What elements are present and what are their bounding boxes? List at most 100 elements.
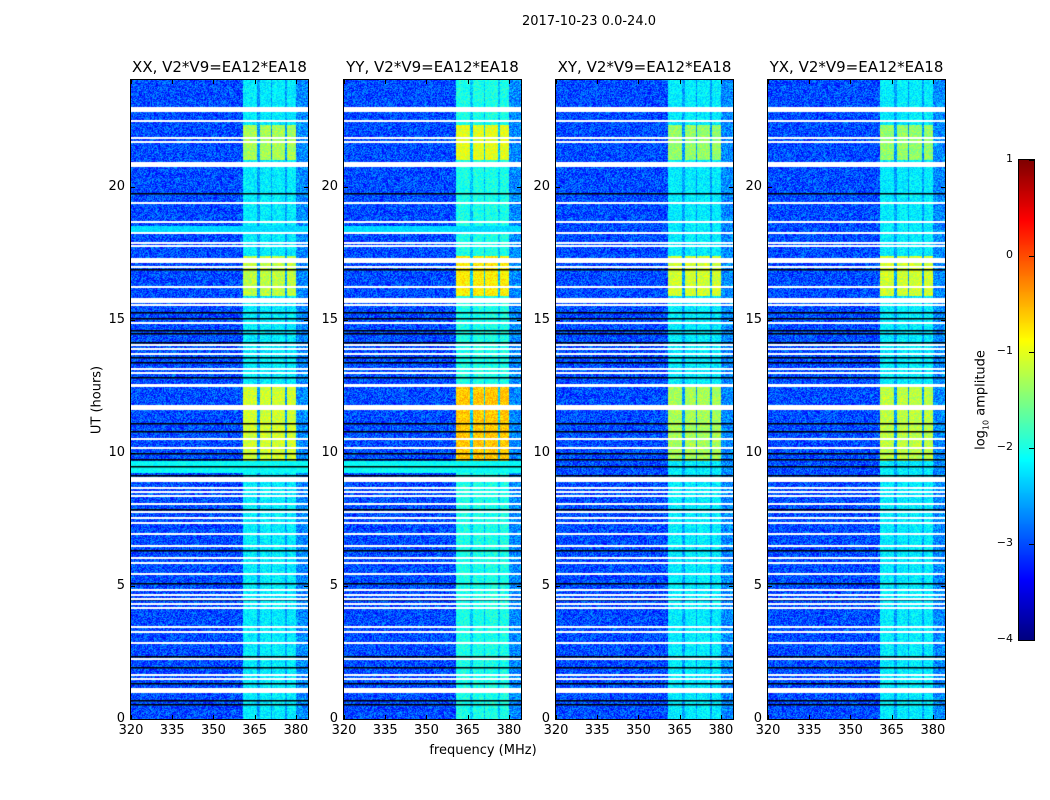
y-tick	[517, 319, 521, 321]
heatmap-image	[131, 80, 308, 719]
x-tick	[295, 80, 297, 84]
y-tick	[768, 719, 772, 720]
x-tick-label: 380	[283, 723, 309, 738]
y-tick	[517, 585, 521, 587]
x-tick	[768, 715, 769, 719]
x-tick	[720, 715, 722, 719]
y-tick-label: 15	[533, 311, 550, 327]
colorbar-tick	[1029, 256, 1034, 257]
colorbar-tick-label: −2	[996, 440, 1013, 453]
y-tick-label: 10	[108, 444, 125, 460]
y-tick-label: 0	[541, 711, 550, 726]
y-tick-label: 5	[329, 577, 338, 593]
y-tick	[131, 719, 135, 720]
y-tick	[768, 585, 772, 587]
x-tick	[932, 80, 934, 84]
y-tick-label: 20	[108, 178, 125, 194]
y-tick-label: 15	[745, 311, 762, 327]
y-tick	[556, 585, 560, 587]
y-tick	[941, 452, 945, 454]
x-tick	[638, 715, 640, 719]
colorbar-tick	[1029, 544, 1034, 545]
x-tick	[131, 80, 132, 84]
x-tick-label: 320	[331, 723, 357, 738]
panel-title: XY, V2*V9=EA12*EA18	[557, 58, 732, 76]
x-tick	[295, 715, 297, 719]
x-tick-label: 365	[242, 723, 268, 738]
colorbar-tick-label: 1	[1006, 152, 1013, 165]
x-tick	[254, 80, 256, 84]
y-tick	[517, 452, 521, 454]
y-tick	[556, 319, 560, 321]
x-tick-label: 335	[159, 723, 185, 738]
y-tick	[517, 186, 521, 188]
y-tick	[729, 186, 733, 188]
y-tick	[304, 452, 308, 454]
y-tick-label: 10	[745, 444, 762, 460]
heatmap-panel	[555, 79, 734, 720]
x-tick-label: 365	[879, 723, 905, 738]
y-tick	[768, 186, 772, 188]
x-tick	[508, 80, 510, 84]
y-tick	[304, 719, 308, 720]
x-tick-label: 350	[838, 723, 863, 738]
x-tick	[213, 715, 215, 719]
x-tick	[720, 80, 722, 84]
y-tick	[344, 186, 348, 188]
x-tick	[172, 80, 174, 84]
colorbar-tick	[1029, 352, 1034, 353]
colorbar-tick-label: 0	[1006, 248, 1013, 261]
y-tick-label: 20	[321, 178, 338, 194]
y-tick-label: 5	[541, 577, 550, 593]
x-tick-label: 335	[584, 723, 610, 738]
y-tick	[768, 452, 772, 454]
y-tick	[131, 452, 135, 454]
x-tick	[638, 80, 640, 84]
x-tick-label: 380	[708, 723, 734, 738]
x-tick	[344, 80, 345, 84]
y-tick	[304, 319, 308, 321]
y-tick	[344, 719, 348, 720]
y-tick-label: 5	[116, 577, 125, 593]
x-tick	[809, 715, 811, 719]
heatmap-image	[768, 80, 945, 719]
y-tick-label: 0	[753, 711, 762, 726]
y-tick	[304, 585, 308, 587]
heatmap-panel	[767, 79, 946, 720]
x-tick	[809, 80, 811, 84]
y-tick	[941, 319, 945, 321]
x-tick-label: 380	[496, 723, 522, 738]
y-tick	[344, 319, 348, 321]
x-tick	[213, 80, 215, 84]
y-tick-label: 10	[533, 444, 550, 460]
heatmap-panel	[130, 79, 309, 720]
colorbar-tick	[1029, 448, 1034, 449]
y-tick	[729, 319, 733, 321]
x-tick	[768, 80, 769, 84]
x-tick	[508, 715, 510, 719]
x-tick	[385, 80, 387, 84]
y-tick-label: 0	[329, 711, 338, 726]
y-tick	[304, 186, 308, 188]
y-tick	[556, 719, 560, 720]
y-tick	[131, 186, 135, 188]
x-tick	[597, 80, 599, 84]
y-tick	[768, 319, 772, 321]
x-tick-label: 350	[201, 723, 226, 738]
colorbar-tick	[1029, 640, 1034, 641]
x-tick-label: 365	[667, 723, 693, 738]
colorbar	[1018, 159, 1035, 641]
x-tick	[679, 715, 681, 719]
y-tick	[131, 319, 135, 321]
x-tick	[467, 715, 469, 719]
heatmap-panel	[343, 79, 522, 720]
x-tick	[597, 715, 599, 719]
y-tick	[344, 452, 348, 454]
y-tick	[556, 452, 560, 454]
y-axis-label: UT (hours)	[89, 365, 105, 435]
y-tick-label: 20	[533, 178, 550, 194]
x-tick	[850, 80, 852, 84]
panel-title: YY, V2*V9=EA12*EA18	[346, 58, 519, 76]
colorbar-tick	[1029, 160, 1034, 161]
